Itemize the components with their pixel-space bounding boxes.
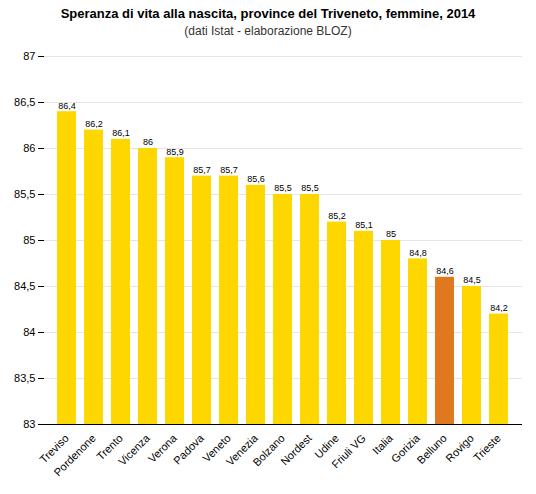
svg-text:Gorizia: Gorizia: [388, 432, 422, 466]
svg-text:86,1: 86,1: [112, 128, 130, 138]
svg-text:Belluno: Belluno: [414, 432, 448, 466]
svg-text:83: 83: [23, 418, 35, 430]
svg-text:Verona: Verona: [145, 432, 179, 466]
svg-text:Trento: Trento: [94, 432, 125, 463]
svg-text:85: 85: [386, 230, 396, 240]
svg-text:85,5: 85,5: [301, 184, 319, 194]
svg-text:86: 86: [23, 142, 35, 154]
svg-text:85,7: 85,7: [220, 165, 238, 175]
svg-text:Bolzano: Bolzano: [250, 432, 287, 469]
svg-text:83,5: 83,5: [14, 372, 35, 384]
svg-text:Italia: Italia: [370, 432, 395, 457]
svg-text:84,6: 84,6: [436, 266, 454, 276]
svg-text:Pordenone: Pordenone: [51, 432, 98, 479]
svg-text:Udine: Udine: [312, 432, 341, 461]
svg-text:85,7: 85,7: [193, 165, 211, 175]
svg-text:Friuli VG: Friuli VG: [329, 432, 368, 471]
svg-text:Trieste: Trieste: [471, 432, 503, 464]
svg-text:85,6: 85,6: [247, 174, 265, 184]
svg-text:85,9: 85,9: [166, 147, 184, 157]
svg-text:Treviso: Treviso: [37, 432, 71, 466]
svg-text:86,2: 86,2: [85, 119, 103, 129]
svg-text:84,2: 84,2: [490, 303, 508, 313]
svg-text:86: 86: [143, 138, 153, 148]
svg-text:Vicenza: Vicenza: [116, 431, 153, 468]
svg-text:87: 87: [23, 50, 35, 62]
svg-text:86,5: 86,5: [14, 96, 35, 108]
svg-text:84,8: 84,8: [409, 248, 427, 258]
html-text:(dati Istat - elaborazione BLO: (dati Istat - elaborazione BLOZ): [184, 24, 352, 39]
svg-text:Nordest: Nordest: [278, 432, 314, 468]
svg-text:85,2: 85,2: [328, 211, 346, 221]
svg-text:85,5: 85,5: [14, 188, 35, 200]
svg-text:Venezia: Venezia: [223, 432, 260, 469]
svg-text:84,5: 84,5: [14, 280, 35, 292]
svg-text:Padova: Padova: [171, 431, 206, 466]
svg-text:84: 84: [23, 326, 35, 338]
svg-text:Veneto: Veneto: [200, 432, 233, 465]
svg-text:86,4: 86,4: [58, 101, 76, 111]
svg-text:Rovigo: Rovigo: [443, 432, 476, 465]
html-text:Speranza di vita alla nascita,: Speranza di vita alla nascita, province …: [60, 6, 476, 21]
svg-text:85,1: 85,1: [355, 220, 373, 230]
svg-text:85: 85: [23, 234, 35, 246]
svg-text:84,5: 84,5: [463, 276, 481, 286]
svg-text:85,5: 85,5: [274, 184, 292, 194]
